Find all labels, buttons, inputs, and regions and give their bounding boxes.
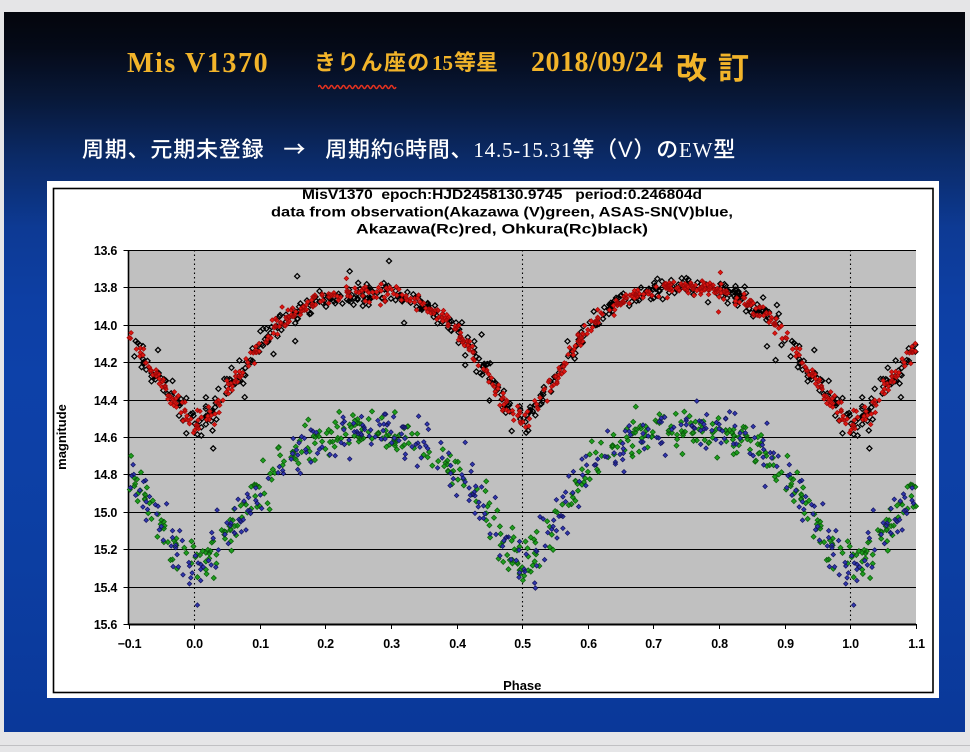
y-tick-label: 15.6: [94, 618, 117, 632]
y-tick-label: 14.6: [94, 431, 117, 445]
title-date: 2018/09/24: [531, 47, 664, 78]
subtitle-mag-range: 14.5-15.31: [473, 138, 573, 162]
window-bottom-divider: [0, 745, 970, 746]
x-tick-label: 0.8: [711, 637, 728, 651]
y-tick-label: 13.8: [94, 281, 117, 295]
slide-subtitle: 周期、元期未登録 → 周期約6時間、14.5-15.31等（V）のEW型: [82, 131, 736, 165]
x-tick-label: 0.0: [186, 637, 203, 651]
x-tick-label: 0.5: [514, 637, 531, 651]
chart-title-line3: Akazawa(Rc)red, Ohkura(Rc)black): [356, 221, 648, 237]
chart-title-line1: MisV1370 epoch:HJD2458130.9745 period:0.…: [302, 186, 702, 202]
chart-frame: [52, 187, 934, 694]
x-tick-label: 0.4: [449, 637, 466, 651]
y-tick-label: 14.0: [94, 319, 117, 333]
y-tick-label: 15.4: [94, 581, 117, 595]
series-points-akazawa-rc-: [126, 269, 919, 436]
subtitle-before-state: 周期、元期未登録: [82, 132, 265, 164]
x-tick-label: 0.2: [317, 637, 334, 651]
series-points-asas-sn-v-: [127, 398, 917, 608]
x-tick-label: 0.6: [580, 637, 597, 651]
x-tick-label: 1.1: [908, 637, 925, 651]
slide-title: Mis V1370 きりん座の 15 等星 2018/09/24 改訂: [4, 12, 965, 112]
x-tick-label: 0.7: [645, 637, 662, 651]
title-revised-label: 改訂: [676, 43, 760, 88]
chart-title-line2: data from observation(Akazawa (V)green, …: [271, 204, 733, 220]
subtitle-period-hours: 6: [393, 138, 405, 162]
y-tick-label: 14.8: [94, 468, 117, 482]
y-tick-label: 15.2: [94, 543, 117, 557]
x-tick-label: −0.1: [118, 637, 142, 651]
slide: Mis V1370 きりん座の 15 等星 2018/09/24 改訂 周期、元…: [4, 12, 965, 732]
subtitle-type-suffix: 型: [713, 132, 737, 164]
x-tick-label: 0.3: [383, 637, 400, 651]
title-magnitude-number: 15: [432, 51, 453, 75]
arrow-icon: →: [283, 132, 307, 164]
x-tick-label: 1.0: [842, 637, 859, 651]
light-curve-chart: .tick { font:bold 12.5px "Liberation San…: [47, 181, 939, 698]
chart-svg: .tick { font:bold 12.5px "Liberation San…: [52, 186, 934, 694]
title-magnitude-star-suffix: 等星: [454, 45, 499, 77]
subtitle-hours-text: 時間、: [404, 132, 474, 164]
subtitle-ew-type: EW: [679, 138, 714, 162]
x-tick-label: 0.9: [777, 637, 794, 651]
y-tick-label: 14.2: [94, 356, 117, 370]
y-tick-label: 15.0: [94, 506, 117, 520]
x-tick-label: 0.1: [252, 637, 269, 651]
spellcheck-squiggle-underline: [318, 84, 397, 90]
title-constellation: きりん座の: [314, 45, 431, 77]
y-tick-label: 14.4: [94, 394, 117, 408]
x-axis-title: Phase: [503, 678, 541, 693]
title-star-designation: Mis V1370: [127, 48, 270, 79]
subtitle-band-text: 等（V）の: [572, 132, 680, 164]
y-tick-label: 13.6: [94, 244, 117, 258]
y-axis-title: magnitude: [54, 404, 69, 470]
subtitle-period-text: 周期約: [325, 132, 394, 164]
